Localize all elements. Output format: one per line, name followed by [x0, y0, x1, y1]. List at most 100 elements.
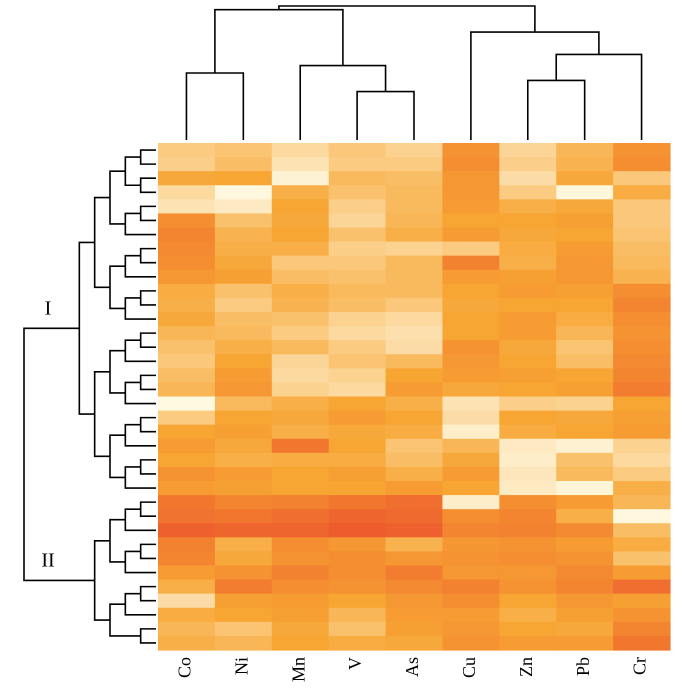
heatmap-cell-r7-V	[328, 241, 387, 257]
heatmap-cell-r24-V	[328, 481, 387, 496]
row-dendrogram-link	[139, 459, 156, 475]
row-dendrogram-link	[78, 241, 95, 415]
heatmap-cell-r18-Ni	[214, 396, 273, 412]
heatmap-cell-r16-Co	[158, 368, 216, 384]
heatmap-cell-r1-Zn	[499, 157, 557, 172]
heatmap-cell-r7-Cr	[613, 241, 671, 257]
heatmap-cell-r12-Ni	[214, 312, 273, 327]
heatmap-cell-r5-V	[328, 213, 387, 229]
heatmap-cell-r20-As	[385, 424, 444, 440]
row-dendrogram-link	[139, 205, 156, 222]
heatmap-cell-r14-Cr	[613, 340, 671, 355]
heatmap-cell-r1-Co	[158, 157, 216, 172]
row-dendrogram-link	[109, 170, 126, 225]
heatmap-cell-r3-Ni	[214, 185, 273, 200]
heatmap-cell-r33-Zn	[499, 607, 557, 623]
heatmap-cell-r20-Pb	[556, 424, 614, 440]
heatmap-cell-r6-Pb	[556, 227, 614, 243]
heatmap-cell-r7-Zn	[499, 241, 557, 257]
heatmap-cell-r31-Ni	[214, 579, 273, 595]
heatmap-cell-r29-V	[328, 551, 387, 567]
heatmap-cell-r21-Co	[158, 438, 216, 454]
heatmap-cell-r11-Ni	[214, 297, 273, 313]
heatmap-cell-r20-Cr	[613, 424, 671, 440]
heatmap-cell-r19-V	[328, 410, 387, 426]
heatmap-cell-r27-Co	[158, 523, 216, 538]
heatmap-cell-r20-Co	[158, 424, 216, 440]
heatmap-cell-r26-As	[385, 509, 444, 524]
heatmap-cell-r32-Ni	[214, 593, 273, 609]
heatmap-cell-r8-V	[328, 255, 387, 271]
heatmap-cell-r10-Mn	[271, 283, 330, 299]
heatmap-cell-r29-Cu	[442, 551, 500, 567]
heatmap-cell-r30-Cu	[442, 565, 500, 581]
heatmap-cell-r16-As	[385, 368, 444, 384]
heatmap-cell-r12-Co	[158, 312, 216, 327]
heatmap-cell-r32-Mn	[271, 593, 330, 609]
heatmap-cell-r15-Pb	[556, 354, 614, 369]
heatmap-cell-r22-Co	[158, 452, 216, 468]
heatmap-cell-r3-Co	[158, 185, 216, 200]
heatmap-cell-r32-Zn	[499, 593, 557, 609]
heatmap-cell-r22-Cr	[613, 452, 671, 468]
heatmap-cells	[158, 143, 671, 651]
heatmap-cell-r25-Pb	[556, 495, 614, 510]
heatmap-cell-r20-Zn	[499, 424, 557, 440]
heatmap-cell-r21-V	[328, 438, 387, 454]
heatmap-cell-r17-Mn	[271, 382, 330, 398]
heatmap-cell-r34-Zn	[499, 621, 557, 637]
heatmap-cell-r1-Ni	[214, 157, 273, 172]
heatmap-cell-r29-Co	[158, 551, 216, 567]
heatmap-cell-r6-Zn	[499, 227, 557, 243]
column-label-mn: Mn	[288, 657, 308, 682]
heatmap-cell-r8-Cu	[442, 255, 500, 271]
heatmap-cell-r13-Zn	[499, 326, 557, 341]
column-dendrogram-link	[555, 53, 643, 140]
heatmap-cell-r20-Mn	[271, 424, 330, 440]
heatmap-cell-r4-Cr	[613, 199, 671, 215]
heatmap-cell-r18-Cr	[613, 396, 671, 412]
row-dendrogram-link	[139, 290, 156, 306]
heatmap-cell-r13-As	[385, 326, 444, 341]
row-dendrogram	[23, 149, 156, 644]
row-dendrogram-link	[124, 156, 141, 187]
heatmap-cell-r3-V	[328, 185, 387, 200]
heatmap-cell-r17-Co	[158, 382, 216, 398]
heatmap-cell-r27-Cu	[442, 523, 500, 538]
column-label-co: Co	[175, 657, 195, 678]
heatmap-cell-r0-As	[385, 143, 444, 158]
heatmap-cell-r5-Cr	[613, 213, 671, 229]
heatmap-cell-r31-Cr	[613, 579, 671, 595]
column-dendrogram-link	[356, 90, 415, 140]
heatmap-cell-r15-Cr	[613, 354, 671, 369]
row-dendrogram-link	[109, 349, 126, 394]
heatmap-cell-r4-As	[385, 199, 444, 215]
row-dendrogram-link	[139, 332, 156, 349]
heatmap-cell-r24-Pb	[556, 481, 614, 496]
heatmap-cell-r3-As	[385, 185, 444, 200]
heatmap-cell-r6-Ni	[214, 227, 273, 243]
heatmap-cell-r10-Co	[158, 283, 216, 299]
heatmap-cell-r5-Pb	[556, 213, 614, 229]
heatmap-cell-r28-Pb	[556, 537, 614, 553]
row-dendrogram-link	[93, 540, 110, 621]
heatmap-cell-r18-V	[328, 396, 387, 412]
heatmap-cell-r5-Ni	[214, 213, 273, 229]
heatmap-cell-r23-Co	[158, 466, 216, 482]
heatmap-cell-r28-Co	[158, 537, 216, 553]
heatmap-cell-r4-Cu	[442, 199, 500, 215]
heatmap-cell-r27-Zn	[499, 523, 557, 538]
heatmap-cell-r27-As	[385, 523, 444, 538]
heatmap-cell-r24-As	[385, 481, 444, 496]
heatmap-cell-r7-Cu	[442, 241, 500, 257]
heatmap-cell-r3-Mn	[271, 185, 330, 200]
heatmap-cell-r21-Ni	[214, 438, 273, 454]
heatmap-cell-r21-Zn	[499, 438, 557, 454]
heatmap-cell-r19-As	[385, 410, 444, 426]
heatmap-cell-r28-Zn	[499, 537, 557, 553]
heatmap-cell-r2-Cu	[442, 171, 500, 186]
heatmap-cell-r26-Mn	[271, 509, 330, 524]
heatmap-cell-r18-Zn	[499, 396, 557, 412]
heatmap-cell-r12-V	[328, 312, 387, 327]
